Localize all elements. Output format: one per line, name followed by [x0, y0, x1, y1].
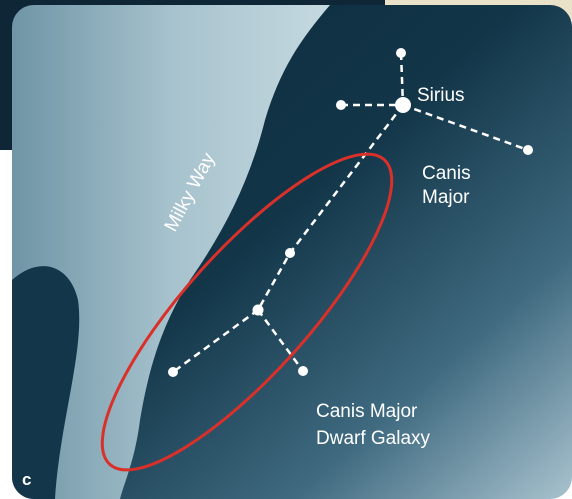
star-label: Sirius: [417, 85, 465, 106]
star-sirius: [395, 97, 411, 113]
line: [399, 52, 405, 106]
star: [168, 367, 178, 377]
constellation-label: Major: [422, 187, 470, 208]
galaxy-label: Canis Major: [316, 401, 418, 422]
milky-way: [12, 5, 330, 499]
line: [172, 308, 259, 374]
line: [256, 309, 305, 372]
star: [336, 100, 346, 110]
galaxy-outline: [100, 152, 394, 472]
star: [252, 304, 264, 316]
constellation-label: Canis: [422, 163, 471, 184]
stars: [168, 48, 533, 377]
star: [285, 248, 295, 258]
galaxy-label: Dwarf Galaxy: [316, 428, 431, 449]
star: [396, 48, 406, 58]
line: [402, 103, 529, 152]
panel-label: c: [22, 470, 31, 489]
star: [523, 145, 533, 155]
dark-lane: [12, 266, 80, 499]
star: [298, 366, 308, 376]
